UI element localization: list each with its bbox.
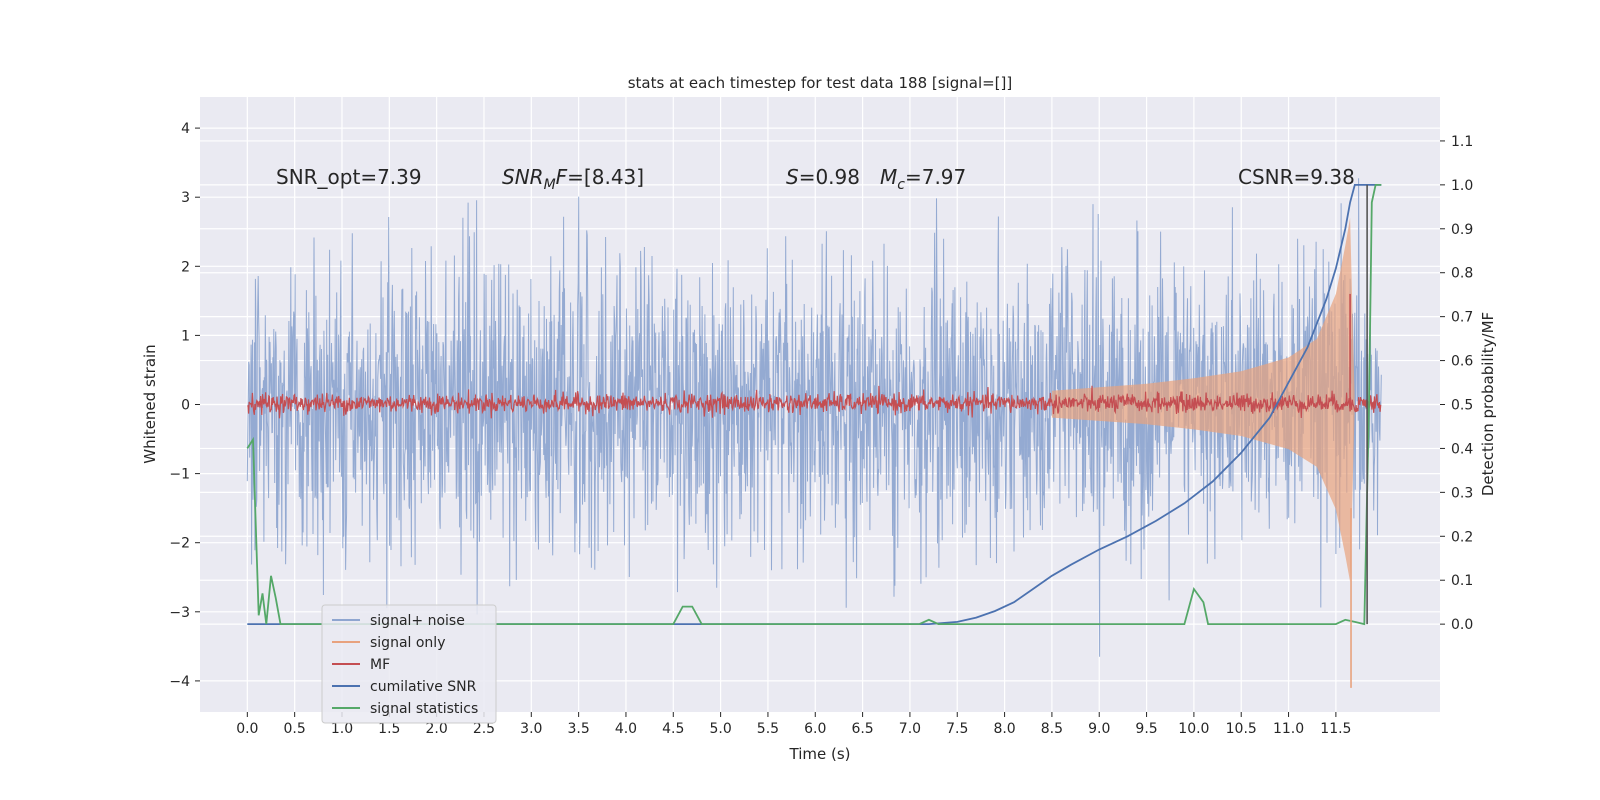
y-axis-label: Whitened strain xyxy=(141,344,159,463)
x-tick-label: 11.0 xyxy=(1273,721,1304,737)
annotation-snr-opt: SNR_opt=7.39 xyxy=(276,165,422,189)
x-tick-label: 6.5 xyxy=(851,721,873,737)
x-axis-ticks: 0.0 0.5 1.0 1.5 2.0 2.5 3.0 3.5 4.0 4.5 5.0 5.5 6.0 6… xyxy=(236,712,1351,737)
y-tick-label: 3 xyxy=(181,190,190,206)
y-tick-label: 2 xyxy=(181,259,190,275)
y2-tick-label: 0.9 xyxy=(1451,222,1473,238)
annotations: SNR_opt=7.39 SNRMF=[8.43] S=0.98 Mc=7.97… xyxy=(276,165,1355,193)
x-tick-label: 4.0 xyxy=(615,721,637,737)
annotation-snr-mf: SNRMF=[8.43] xyxy=(502,165,644,193)
y2-tick-label: 0.4 xyxy=(1451,441,1473,457)
legend: signal+ noise signal only MF cumilative SNR… xyxy=(321,604,497,724)
x-tick-label: 4.5 xyxy=(662,721,684,737)
legend-label: signal+ noise xyxy=(370,613,465,629)
legend-label: signal only xyxy=(370,635,445,651)
x-tick-label: 9.5 xyxy=(1135,721,1157,737)
x-tick-label: 10.0 xyxy=(1178,721,1209,737)
y-tick-label: 1 xyxy=(181,328,190,344)
x-tick-label: 8.0 xyxy=(993,721,1015,737)
mf-line xyxy=(247,385,1382,419)
legend-label: MF xyxy=(370,657,390,673)
y2-axis-label: Detection probability/MF xyxy=(1479,312,1497,496)
mf-series xyxy=(247,385,1382,419)
x-axis-label: Time (s) xyxy=(789,745,851,763)
x-tick-label: 2.5 xyxy=(473,721,495,737)
x-tick-label: 8.5 xyxy=(1041,721,1063,737)
y2-tick-label: 0.6 xyxy=(1451,354,1473,370)
y-tick-label: 0 xyxy=(181,398,190,414)
chart-title: stats at each timestep for test data 188… xyxy=(628,74,1013,92)
y2-tick-label: 0.8 xyxy=(1451,266,1473,282)
y-tick-label: −1 xyxy=(169,467,190,483)
y2-tick-label: 0.5 xyxy=(1451,398,1473,414)
y-tick-label: 4 xyxy=(181,121,190,137)
x-tick-label: 5.0 xyxy=(709,721,731,737)
x-tick-label: 11.5 xyxy=(1320,721,1351,737)
cumulative-snr-line xyxy=(247,183,1382,625)
legend-label: signal statistics xyxy=(370,701,478,717)
annotation-csnr: CSNR=9.38 xyxy=(1238,165,1355,189)
y2-tick-label: 0.2 xyxy=(1451,529,1473,545)
x-tick-label: 6.0 xyxy=(804,721,826,737)
x-tick-label: 3.0 xyxy=(520,721,542,737)
x-tick-label: 1.5 xyxy=(378,721,400,737)
y2-tick-label: 0.7 xyxy=(1451,310,1473,326)
x-tick-label: 3.5 xyxy=(567,721,589,737)
signal-only-envelope xyxy=(1051,217,1355,582)
x-tick-label: 0.0 xyxy=(236,721,258,737)
annotation-mc: Mc=7.97 xyxy=(880,165,966,193)
x-tick-label: 1.0 xyxy=(331,721,353,737)
x-tick-label: 0.5 xyxy=(284,721,306,737)
x-tick-label: 9.0 xyxy=(1088,721,1110,737)
y-tick-label: −4 xyxy=(169,674,190,690)
x-tick-label: 10.5 xyxy=(1226,721,1257,737)
right-axis-series xyxy=(246,183,1382,688)
x-tick-label: 2.0 xyxy=(426,721,448,737)
legend-box xyxy=(321,604,497,724)
y2-tick-label: 0.0 xyxy=(1451,617,1473,633)
x-tick-label: 7.0 xyxy=(899,721,921,737)
y2-tick-label: 1.0 xyxy=(1451,178,1473,194)
y2-tick-label: 0.1 xyxy=(1451,573,1473,589)
y2-tick-label: 1.1 xyxy=(1451,134,1473,150)
x-tick-label: 5.5 xyxy=(757,721,779,737)
annotation-s: S=0.98 xyxy=(786,165,860,189)
y-axis-ticks: 4 3 2 1 0 −1 −2 −3 −4 xyxy=(169,121,200,690)
y-tick-label: −3 xyxy=(169,605,190,621)
y2-axis-ticks: 1.1 1.0 0.9 0.8 0.7 0.6 0.5 0.4 0.3 0.2 0.1 0.0 xyxy=(1440,134,1473,633)
y-tick-label: −2 xyxy=(169,536,190,552)
x-tick-label: 7.5 xyxy=(946,721,968,737)
y2-tick-label: 0.3 xyxy=(1451,485,1473,501)
signal-only-series xyxy=(1051,217,1355,582)
signal-statistics-line xyxy=(246,183,1382,626)
legend-label: cumilative SNR xyxy=(370,679,477,695)
